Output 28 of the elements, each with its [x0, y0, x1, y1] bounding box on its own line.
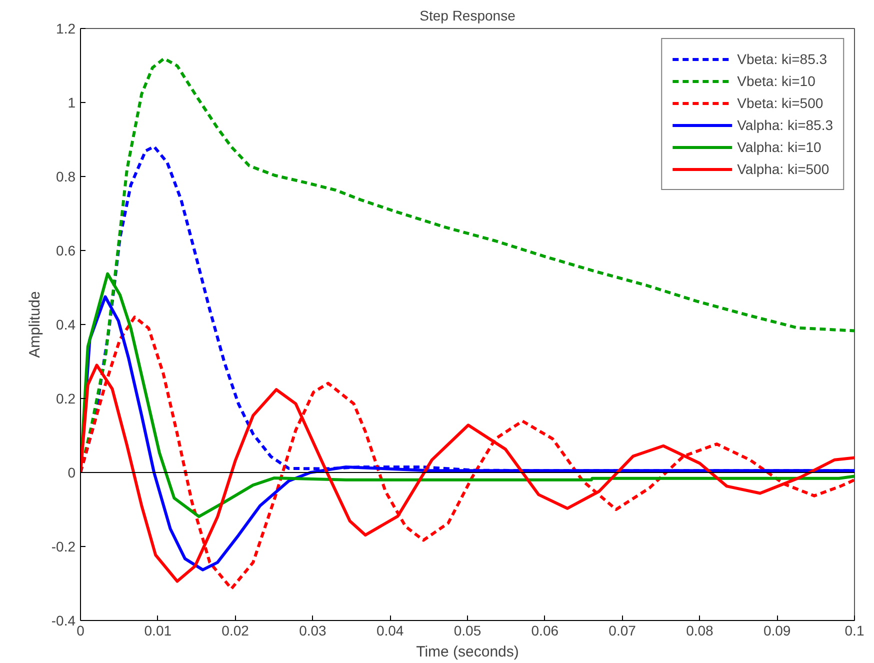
y-tick-label: 0: [68, 464, 76, 480]
y-tick-label: 0.2: [56, 390, 76, 406]
legend-label: Vbeta: ki=85.3: [737, 51, 828, 67]
y-tick-label: 1: [68, 94, 76, 110]
x-tick-label: 0.08: [686, 622, 714, 638]
x-tick-label: 0.09: [763, 622, 791, 638]
legend-label: Vbeta: ki=500: [737, 95, 824, 111]
x-tick-label: 0.05: [454, 622, 482, 638]
x-tick-label: 0.1: [844, 622, 864, 638]
x-tick-label: 0.06: [531, 622, 559, 638]
legend-label: Valpha: ki=85.3: [737, 117, 833, 133]
legend-label: Valpha: ki=10: [737, 139, 822, 155]
x-tick-label: 0.07: [608, 622, 636, 638]
legend-label: Vbeta: ki=10: [737, 73, 816, 89]
y-tick-label: 0.8: [56, 168, 76, 184]
x-tick-label: 0.04: [376, 622, 404, 638]
legend-label: Valpha: ki=500: [737, 161, 830, 177]
y-tick-label: 1.2: [56, 20, 76, 36]
x-tick-label: 0.03: [299, 622, 327, 638]
y-tick-label: 0.6: [56, 242, 76, 258]
y-tick-label: 0.4: [56, 316, 76, 332]
x-axis-title: Time (seconds): [416, 644, 519, 660]
x-tick-label: 0.01: [144, 622, 172, 638]
x-tick-label: 0.02: [222, 622, 250, 638]
y-tick-label: -0.2: [51, 538, 76, 554]
y-tick-label: -0.4: [51, 612, 76, 628]
y-axis-title: Amplitude: [26, 291, 44, 358]
chart-title: Step Response: [420, 8, 516, 24]
